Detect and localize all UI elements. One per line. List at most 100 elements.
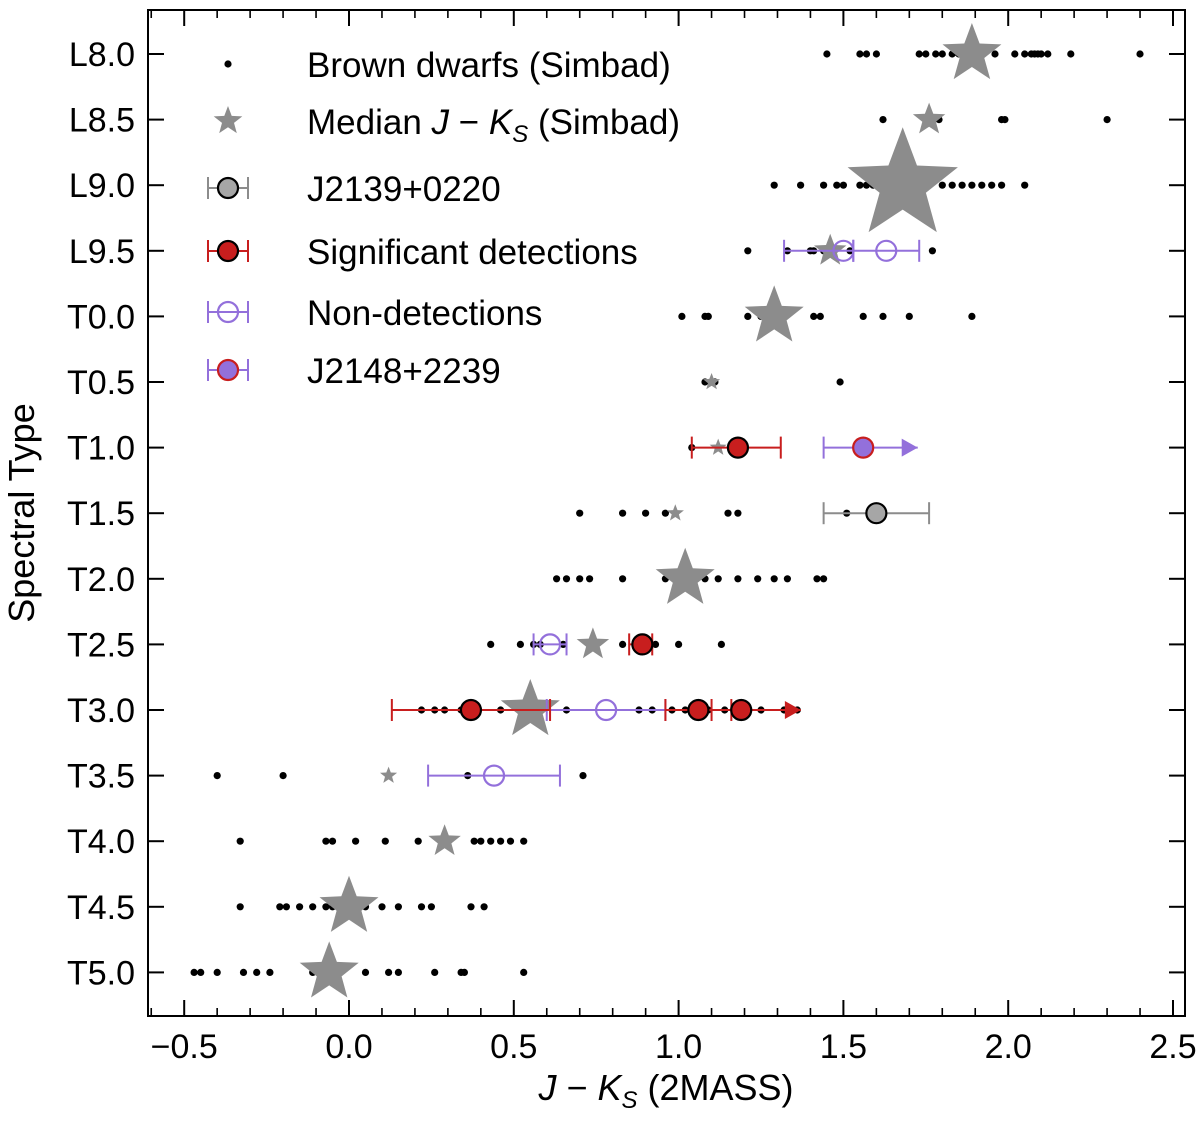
brown-dwarf-point — [820, 575, 828, 583]
brown-dwarf-point — [783, 575, 792, 583]
legend-marker-j2148 — [207, 358, 249, 382]
legend-entry-j2139: J2139+0220 — [207, 170, 501, 209]
brown-dwarf-point — [213, 968, 221, 977]
x-label-subscript: S — [622, 1087, 638, 1114]
brown-dwarf-point — [470, 837, 478, 845]
legend-marker-circle — [216, 300, 240, 324]
nondetection-point — [532, 633, 568, 656]
legend-label-j2148: J2148+2239 — [307, 352, 501, 391]
measurement-marker — [730, 698, 753, 722]
median-star — [912, 102, 946, 134]
brown-dwarf-point — [754, 575, 762, 583]
brown-dwarf-point — [856, 181, 864, 189]
brown-dwarf-point — [282, 903, 290, 911]
y-tick-label: T1.0 — [67, 430, 135, 468]
x-label-suffix: (2MASS) — [638, 1067, 794, 1108]
brown-dwarf-point — [394, 968, 402, 977]
legend-median-minus: − — [449, 103, 489, 142]
lower-limit-arrow — [901, 438, 918, 457]
brown-dwarf-point — [309, 903, 317, 911]
y-tick-label: T4.5 — [67, 889, 135, 927]
median-star — [942, 23, 1002, 80]
x-tick-label: 0.5 — [490, 1028, 537, 1066]
brown-dwarf-point — [879, 312, 887, 320]
brown-dwarf-point — [744, 247, 752, 255]
brown-dwarf-point — [431, 968, 439, 977]
brown-dwarf-point — [928, 247, 937, 255]
measurement-marker — [631, 633, 654, 656]
brown-dwarf-point — [1021, 50, 1029, 58]
brown-dwarf-point — [968, 312, 976, 320]
y-tick-label: T4.0 — [67, 823, 135, 861]
x-tick-label: 1.5 — [820, 1028, 867, 1066]
x-label-var-j: J — [537, 1067, 557, 1108]
brown-dwarf-point — [385, 968, 393, 977]
brown-dwarf-point — [797, 181, 805, 189]
brown-dwarf-point — [213, 772, 221, 780]
brown-dwarf-point — [553, 575, 561, 583]
median-star — [380, 766, 398, 783]
brown-dwarf-point — [487, 837, 495, 845]
brown-dwarf-point — [236, 837, 244, 845]
brown-dwarf-point — [516, 640, 525, 649]
brown-dwarf-point — [1067, 50, 1075, 58]
brown-dwarf-point — [905, 312, 913, 320]
y-tick-label: L8.0 — [69, 36, 135, 74]
brown-dwarf-point — [717, 640, 726, 649]
brown-dwarf-point — [704, 312, 712, 320]
median-star — [814, 233, 847, 265]
brown-dwarf-point — [922, 50, 930, 58]
legend-median-prefix: Median — [307, 103, 432, 142]
x-axis-ticks: −0.5 0.0 0.5 1.0 1.5 2.0 2.5 — [150, 10, 1197, 1066]
brown-dwarf-point — [190, 968, 198, 977]
brown-dwarf-point — [1044, 50, 1052, 58]
brown-dwarf-point — [714, 575, 722, 583]
x-tick-label: 2.5 — [1149, 1028, 1196, 1066]
brown-dwarf-point — [1011, 50, 1019, 58]
brown-dwarf-point — [1021, 181, 1029, 189]
brown-dwarf-point — [998, 181, 1006, 189]
significant-detection-point — [390, 698, 552, 722]
brown-dwarf-point — [253, 968, 261, 977]
median-star — [576, 627, 610, 659]
median-star — [703, 373, 721, 390]
j2139-point — [822, 502, 931, 525]
brown-dwarf-point — [480, 903, 488, 911]
brown-dwarf-point — [276, 903, 284, 911]
legend-marker-star — [213, 106, 243, 134]
legend-entry-nondetections: Non-detections — [207, 294, 542, 333]
measurement-marker — [726, 436, 750, 459]
brown-dwarf-point — [579, 772, 587, 780]
brown-dwarf-point — [322, 837, 330, 845]
legend-marker-significant — [207, 239, 249, 263]
brown-dwarf-point — [619, 509, 627, 517]
brown-dwarf-point — [414, 837, 422, 845]
brown-dwarf-point — [381, 837, 389, 845]
brown-dwarf-point — [820, 181, 828, 189]
y-tick-label: T2.5 — [67, 626, 135, 664]
brown-dwarf-point — [487, 640, 495, 649]
legend-label-brown-dwarfs: Brown dwarfs (Simbad) — [307, 46, 671, 85]
legend-label-median: Median J − KS (Simbad) — [307, 103, 680, 148]
brown-dwarf-point — [1103, 116, 1111, 124]
brown-dwarf-point — [477, 837, 485, 845]
brown-dwarf-point — [724, 509, 732, 517]
significant-detection-point — [628, 633, 654, 656]
brown-dwarf-point — [734, 575, 742, 583]
significant-detection-point — [690, 436, 782, 459]
brown-dwarf-point — [862, 50, 871, 58]
y-tick-label: L9.0 — [69, 167, 135, 205]
y-tick-label: T0.5 — [67, 364, 135, 402]
y-axis-label: Spectral Type — [1, 403, 42, 622]
legend-median-var-k: K — [489, 103, 514, 142]
legend-label-j2139: J2139+0220 — [307, 170, 501, 209]
brown-dwarf-point — [296, 903, 304, 911]
brown-dwarf-point — [872, 50, 881, 58]
brown-dwarf-point — [836, 378, 844, 386]
brown-dwarf-point — [520, 968, 528, 977]
brown-dwarf-point — [958, 181, 966, 189]
legend-marker-circle — [216, 176, 240, 200]
brown-dwarf-point — [978, 181, 986, 189]
brown-dwarf-point — [322, 903, 330, 911]
